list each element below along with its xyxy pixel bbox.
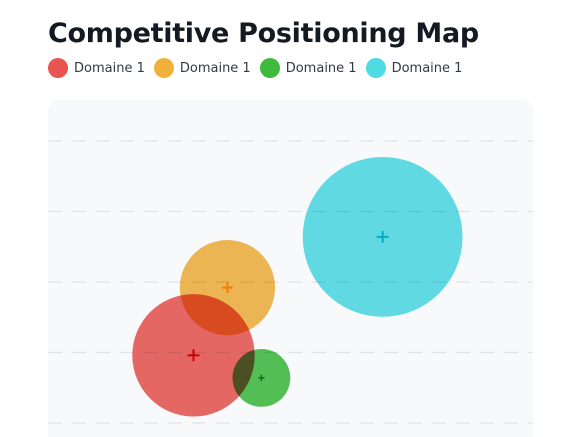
- legend-item[interactable]: Domaine 1: [259, 58, 357, 78]
- bubble-center-marker: [187, 349, 200, 362]
- legend-item[interactable]: Domaine 1: [48, 58, 145, 78]
- bubble-chart: [48, 140, 533, 424]
- legend-swatch: [365, 58, 386, 78]
- bubble-center-marker: [222, 282, 233, 293]
- legend-item[interactable]: Domaine 1: [365, 58, 463, 78]
- gridlines: [48, 140, 533, 424]
- legend-item[interactable]: Domaine 1: [153, 58, 251, 78]
- legend-swatch: [259, 58, 280, 78]
- center-markers: [187, 230, 389, 382]
- chart-title: Competitive Positioning Map: [48, 18, 479, 49]
- legend: Domaine 1 Domaine 1 Domaine 1 Domaine 1: [48, 58, 462, 78]
- legend-swatch: [48, 58, 68, 78]
- legend-label: Domaine 1: [391, 60, 463, 76]
- legend-swatch: [153, 58, 174, 78]
- legend-label: Domaine 1: [285, 60, 357, 76]
- legend-label: Domaine 1: [74, 60, 145, 76]
- legend-label: Domaine 1: [179, 60, 251, 76]
- plot-area: [48, 100, 533, 437]
- bubble-center-marker: [258, 374, 265, 382]
- bubble-center-marker: [376, 230, 389, 243]
- bubbles: [132, 156, 463, 417]
